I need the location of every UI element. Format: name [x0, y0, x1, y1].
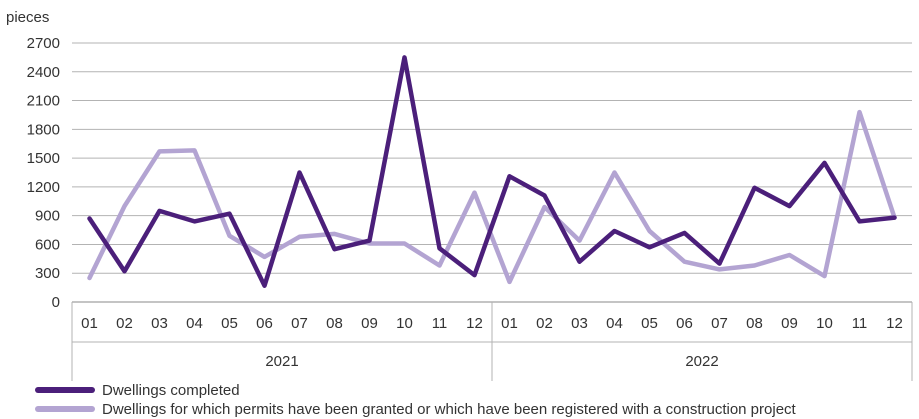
x-tick-label: 09: [781, 315, 798, 332]
y-tick-label: 1800: [27, 121, 60, 138]
x-tick-label: 11: [852, 315, 868, 332]
y-axis-unit-label: pieces: [6, 9, 49, 26]
y-tick-label: 1500: [27, 150, 60, 167]
x-tick-label: 10: [816, 315, 833, 332]
x-tick-label: 10: [396, 315, 413, 332]
x-tick-label: 12: [466, 315, 483, 332]
x-tick-label: 01: [501, 315, 518, 332]
legend: Dwellings completed Dwellings for which p…: [35, 382, 797, 418]
year-group-label: 2022: [685, 353, 718, 370]
x-tick-label: 06: [676, 315, 693, 332]
x-tick-label: 12: [886, 315, 903, 332]
x-tick-label: 05: [641, 315, 658, 332]
x-tick-label: 07: [711, 315, 728, 332]
x-tick-label: 04: [606, 315, 623, 332]
y-tick-label: 2400: [27, 64, 60, 81]
x-tick-label: 03: [571, 315, 588, 332]
x-tick-label: 08: [326, 315, 343, 332]
gridlines: [72, 42, 912, 303]
y-tick-label: 1200: [27, 179, 60, 196]
x-tick-label: 09: [361, 315, 378, 332]
x-tick-label: 02: [116, 315, 133, 332]
y-tick-label: 2700: [27, 35, 60, 52]
y-tick-label: 600: [35, 236, 60, 253]
y-tick-label: 900: [35, 208, 60, 225]
year-group-label: 2021: [265, 353, 298, 370]
y-tick-label: 300: [35, 265, 60, 282]
x-tick-label: 11: [432, 315, 448, 332]
x-tick-label: 06: [256, 315, 273, 332]
legend-label: Dwellings completed: [102, 382, 240, 399]
x-tick-label: 03: [151, 315, 168, 332]
x-tick-label: 07: [291, 315, 308, 332]
legend-label: Dwellings for which permits have been gr…: [102, 401, 797, 418]
x-tick-label: 01: [81, 315, 98, 332]
x-tick-label: 05: [221, 315, 238, 332]
series-line-dwellings-completed: [87, 55, 897, 288]
series-line-dwellings-permitted: [87, 109, 897, 285]
y-tick-label: 0: [52, 294, 60, 311]
axes: 0 300 600 900 1200 1500 1800 2100 2400 2700 01 02 03…: [27, 35, 913, 381]
x-tick-label: 08: [746, 315, 763, 332]
x-tick-label: 04: [186, 315, 203, 332]
series-lines: [87, 55, 897, 288]
x-tick-label: 02: [536, 315, 553, 332]
y-tick-label: 2100: [27, 93, 60, 110]
